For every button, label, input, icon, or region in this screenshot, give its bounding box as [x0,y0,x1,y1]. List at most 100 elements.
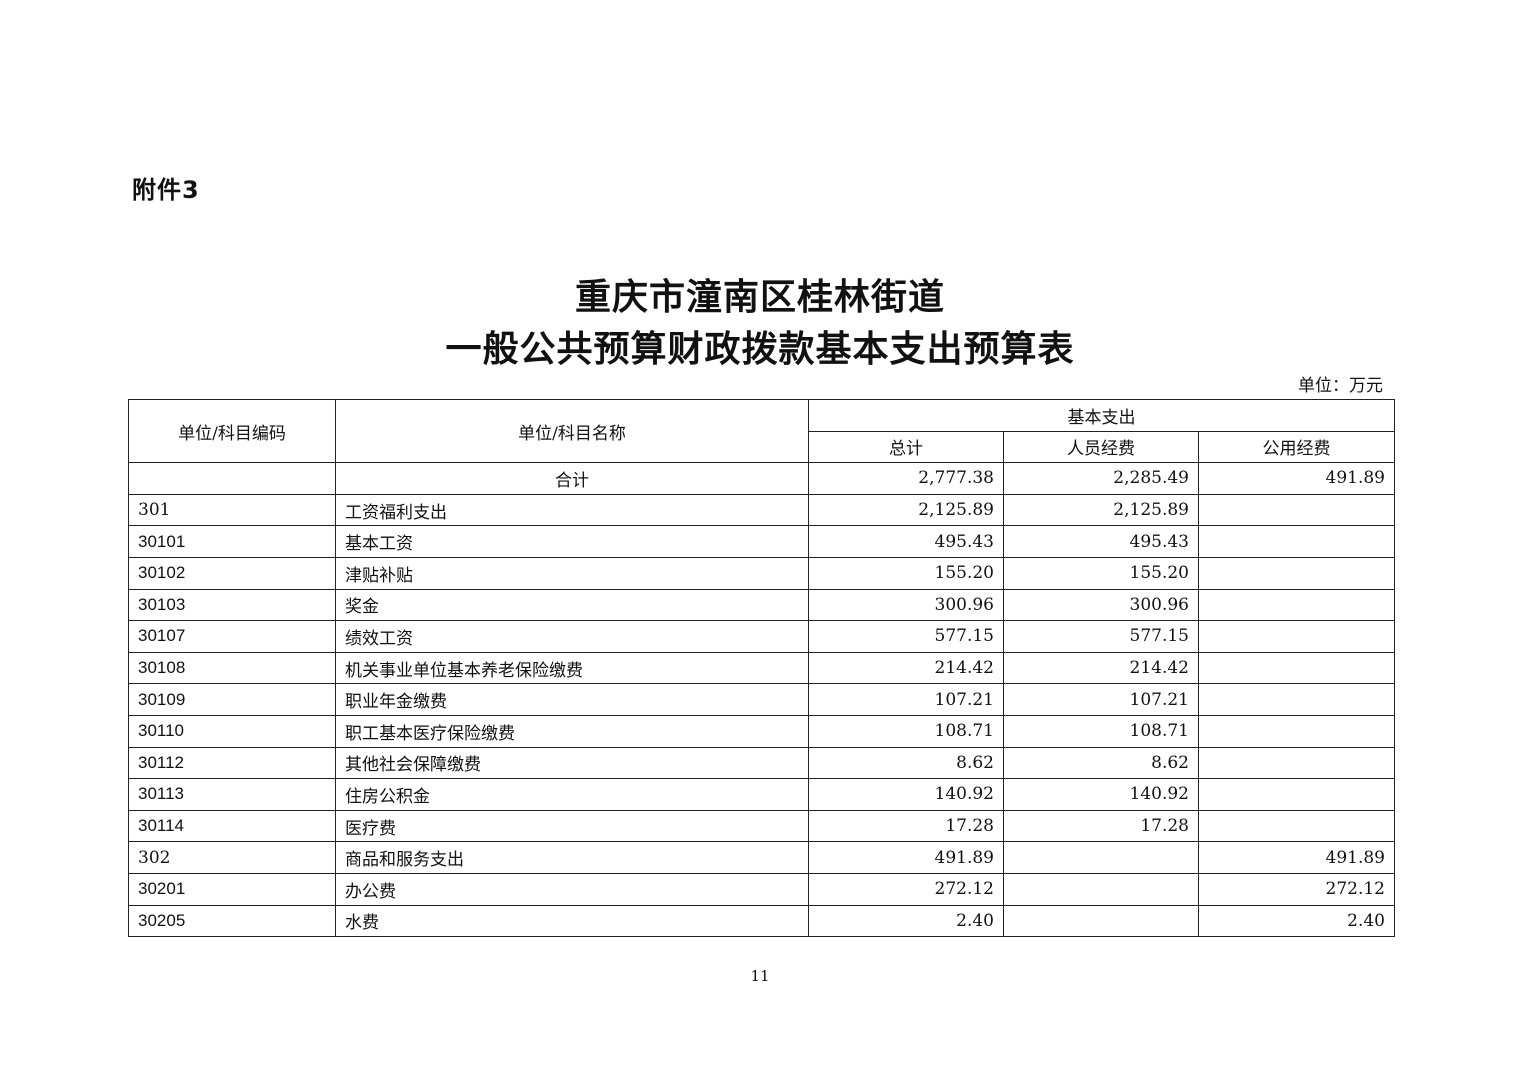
row-name: 合计 [335,462,809,495]
table-row: 30114 医疗费 17.28 17.28 [128,809,1395,843]
row-personnel: 140.92 [1003,778,1199,811]
row-public: 2.40 [1198,904,1395,938]
row-name: 办公费 [335,872,809,906]
row-name: 津贴补贴 [335,556,809,590]
table-row: 30101 基本工资 495.43 495.43 [128,525,1395,558]
row-name: 奖金 [335,588,809,622]
row-code: 302 [128,841,336,874]
row-name: 职业年金缴费 [335,683,809,716]
row-public: 491.89 [1198,462,1395,495]
table-row: 302 商品和服务支出 491.89 491.89 [128,841,1395,874]
row-personnel: 155.20 [1003,556,1199,590]
row-public [1198,683,1395,716]
row-name: 住房公积金 [335,778,809,811]
header-name: 单位/科目名称 [335,398,809,464]
row-personnel: 8.62 [1003,746,1199,780]
row-public [1198,556,1395,590]
row-public: 491.89 [1198,841,1395,874]
title-line-1: 重庆市潼南区桂林街道 [574,276,945,318]
header-total: 总计 [808,430,1004,464]
unit-label: 单位：万元 [1298,376,1383,396]
row-public [1198,651,1395,685]
table-row: 301 工资福利支出 2,125.89 2,125.89 [128,493,1395,527]
row-total: 300.96 [808,588,1004,622]
row-public: 272.12 [1198,872,1395,906]
row-code: 301 [128,493,336,527]
table-row: 30103 奖金 300.96 300.96 [128,588,1395,622]
table-row: 30113 住房公积金 140.92 140.92 [128,778,1395,811]
row-code [128,462,336,495]
row-total: 2,777.38 [808,462,1004,495]
row-total: 214.42 [808,651,1004,685]
row-name: 绩效工资 [335,620,809,653]
header-row-2: 总计 人员经费 公用经费 [129,430,1395,464]
row-name: 基本工资 [335,525,809,558]
row-total: 108.71 [808,714,1004,748]
row-code: 30114 [128,809,336,843]
row-name: 医疗费 [335,809,809,843]
row-public [1198,620,1395,653]
row-code: 30109 [128,683,336,716]
page-number: 11 [750,967,770,985]
row-personnel: 107.21 [1003,683,1199,716]
row-personnel: 2,285.49 [1003,462,1199,495]
row-total: 2.40 [808,904,1004,938]
row-personnel: 108.71 [1003,714,1199,748]
row-code: 30103 [128,588,336,622]
row-personnel [1003,904,1199,938]
row-public [1198,493,1395,527]
row-name: 商品和服务支出 [335,841,809,874]
row-public [1198,746,1395,780]
row-total: 140.92 [808,778,1004,811]
row-name: 水费 [335,904,809,938]
row-code: 30110 [128,714,336,748]
row-public [1198,778,1395,811]
row-total: 577.15 [808,620,1004,653]
table-row: 30205 水费 2.40 2.40 [128,904,1395,938]
row-personnel [1003,872,1199,906]
table-row: 30107 绩效工资 577.15 577.15 [128,620,1395,653]
row-name: 工资福利支出 [335,493,809,527]
table-row: 30102 津贴补贴 155.20 155.20 [128,556,1395,590]
row-total: 8.62 [808,746,1004,780]
table-row: 30109 职业年金缴费 107.21 107.21 [128,683,1395,716]
row-personnel: 577.15 [1003,620,1199,653]
row-total: 17.28 [808,809,1004,843]
row-code: 30102 [128,556,336,590]
attachment-label: 附件3 [132,176,200,204]
row-total: 495.43 [808,525,1004,558]
table-row: 30201 办公费 272.12 272.12 [128,872,1395,906]
row-personnel: 17.28 [1003,809,1199,843]
table-row: 30110 职工基本医疗保险缴费 108.71 108.71 [128,714,1395,748]
row-name: 职工基本医疗保险缴费 [335,714,809,748]
row-total: 491.89 [808,841,1004,874]
row-code: 30113 [128,778,336,811]
row-public [1198,588,1395,622]
header-code: 单位/科目编码 [128,398,336,464]
row-code: 30112 [128,746,336,780]
table-row: 30108 机关事业单位基本养老保险缴费 214.42 214.42 [128,651,1395,685]
row-total: 2,125.89 [808,493,1004,527]
row-name: 其他社会保障缴费 [335,746,809,780]
row-personnel [1003,841,1199,874]
row-personnel: 495.43 [1003,525,1199,558]
row-code: 30108 [128,651,336,685]
row-public [1198,809,1395,843]
title-line-2: 一般公共预算财政拨款基本支出预算表 [445,328,1075,370]
row-code: 30201 [128,872,336,906]
row-total: 155.20 [808,556,1004,590]
header-row-1: 单位/科目编码 单位/科目名称 基本支出 [128,398,1395,464]
header-group: 基本支出 [808,399,1395,432]
row-public [1198,714,1395,748]
row-personnel: 2,125.89 [1003,493,1199,527]
table-row: 合计 2,777.38 2,285.49 491.89 [128,462,1395,495]
row-total: 272.12 [808,872,1004,906]
budget-table: 单位/科目编码 单位/科目名称 基本支出 总计 人员经费 公用经费 合计 2,77… [128,398,1395,938]
row-code: 30107 [128,620,336,653]
row-code: 30101 [128,525,336,558]
row-personnel: 214.42 [1003,651,1199,685]
row-total: 107.21 [808,683,1004,716]
row-name: 机关事业单位基本养老保险缴费 [335,651,809,685]
row-code: 30205 [128,904,336,938]
header-personnel: 人员经费 [1003,430,1199,464]
